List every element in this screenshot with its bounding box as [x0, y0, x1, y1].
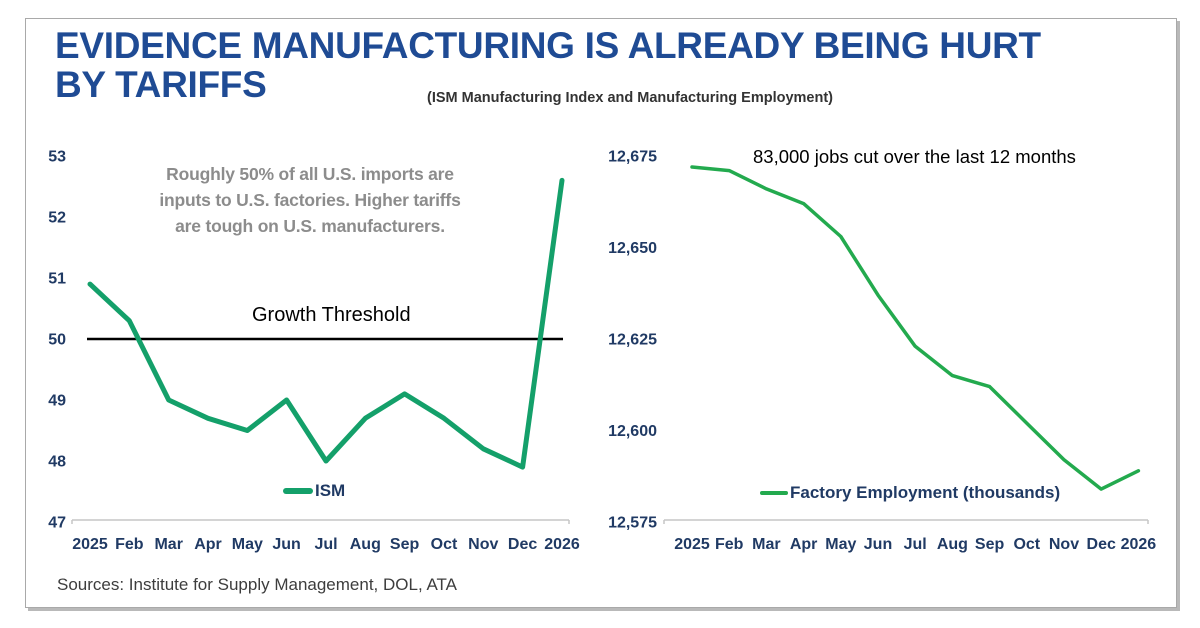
- x-axis-tick-label: Apr: [194, 536, 222, 553]
- ism-legend: ISM: [283, 481, 345, 501]
- employment-legend-label: Factory Employment (thousands): [790, 483, 1061, 502]
- x-axis-tick-label: Jul: [314, 536, 337, 553]
- x-axis-tick-label: Aug: [350, 536, 381, 553]
- y-axis-tick-label: 12,675: [608, 149, 657, 166]
- y-axis-tick-label: 47: [48, 515, 66, 532]
- employment-line-chart: 12,675 12,650 12,625 12,600 12,575 2025 Feb Mar…: [608, 149, 1157, 554]
- ism-line-chart: 53 52 51 50 49 48 47 2025 Feb Mar Apr May Jun Jul Aug S…: [48, 149, 580, 554]
- ism-annotation-line-2: inputs to U.S. factories. Higher tariffs: [159, 190, 461, 210]
- y-axis-tick-label: 53: [48, 149, 66, 166]
- x-axis-tick-label: Oct: [431, 536, 458, 553]
- x-axis-tick-label: Jul: [904, 536, 927, 553]
- y-axis-tick-label: 48: [48, 454, 66, 471]
- x-axis-tick-label: Mar: [154, 536, 182, 553]
- slide-card: [25, 18, 1177, 608]
- growth-threshold-label: Growth Threshold: [252, 304, 411, 326]
- employment-legend: Factory Employment (thousands): [760, 483, 1060, 503]
- employment-legend-swatch-icon: [760, 491, 788, 495]
- title-line-1: EVIDENCE MANUFACTURING IS ALREADY BEING …: [55, 25, 1041, 66]
- source-note: Sources: Institute for Supply Management…: [57, 575, 458, 594]
- ism-legend-label: ISM: [315, 481, 346, 500]
- chart-subtitle: (ISM Manufacturing Index and Manufacturi…: [427, 90, 834, 106]
- ism-annotation: Roughly 50% of all U.S. imports are inpu…: [130, 161, 490, 239]
- x-axis-tick-label: 2025: [674, 536, 710, 553]
- x-axis-tick-label: Aug: [937, 536, 968, 553]
- x-axis-tick-label: Dec: [508, 536, 537, 553]
- page-title: EVIDENCE MANUFACTURING IS ALREADY BEING …: [55, 26, 1041, 104]
- x-axis-tick-label: Mar: [752, 536, 780, 553]
- ism-annotation-line-1: Roughly 50% of all U.S. imports are: [166, 164, 454, 184]
- x-axis-tick-label: Feb: [715, 536, 744, 553]
- x-axis-tick-label: May: [232, 536, 263, 553]
- x-axis-tick-label: Nov: [468, 536, 498, 553]
- jobs-cut-annotation: 83,000 jobs cut over the last 12 months: [753, 146, 1076, 167]
- x-axis-tick-label: May: [825, 536, 856, 553]
- x-axis-tick-label: 2025: [72, 536, 108, 553]
- x-axis-tick-label: Jun: [272, 536, 300, 553]
- y-axis-tick-label: 51: [48, 271, 66, 288]
- title-line-2: BY TARIFFS: [55, 64, 267, 105]
- x-axis-tick-label: Feb: [115, 536, 144, 553]
- y-axis-tick-label: 49: [48, 393, 66, 410]
- y-axis-tick-label: 50: [48, 332, 66, 349]
- ism-series-line: [87, 177, 565, 470]
- y-axis-tick-label: 12,575: [608, 515, 657, 532]
- employment-series-line: [690, 165, 1141, 491]
- y-axis-tick-label: 52: [48, 210, 66, 227]
- x-axis-tick-label: Sep: [975, 536, 1005, 553]
- ism-legend-swatch-icon: [283, 488, 313, 494]
- ism-annotation-line-3: are tough on U.S. manufacturers.: [175, 216, 445, 236]
- x-axis-tick-label: Sep: [390, 536, 420, 553]
- y-axis-tick-label: 12,650: [608, 240, 657, 257]
- y-axis-tick-label: 12,625: [608, 332, 657, 349]
- x-axis-tick-label: Oct: [1013, 536, 1040, 553]
- x-axis-tick-label: Dec: [1087, 536, 1116, 553]
- y-axis-tick-label: 12,600: [608, 423, 657, 440]
- x-axis-tick-label: Apr: [790, 536, 818, 553]
- x-axis-tick-label: Nov: [1049, 536, 1079, 553]
- x-axis-tick-label: 2026: [1121, 536, 1157, 553]
- x-axis-tick-label: Jun: [864, 536, 892, 553]
- x-axis-tick-label: 2026: [544, 536, 580, 553]
